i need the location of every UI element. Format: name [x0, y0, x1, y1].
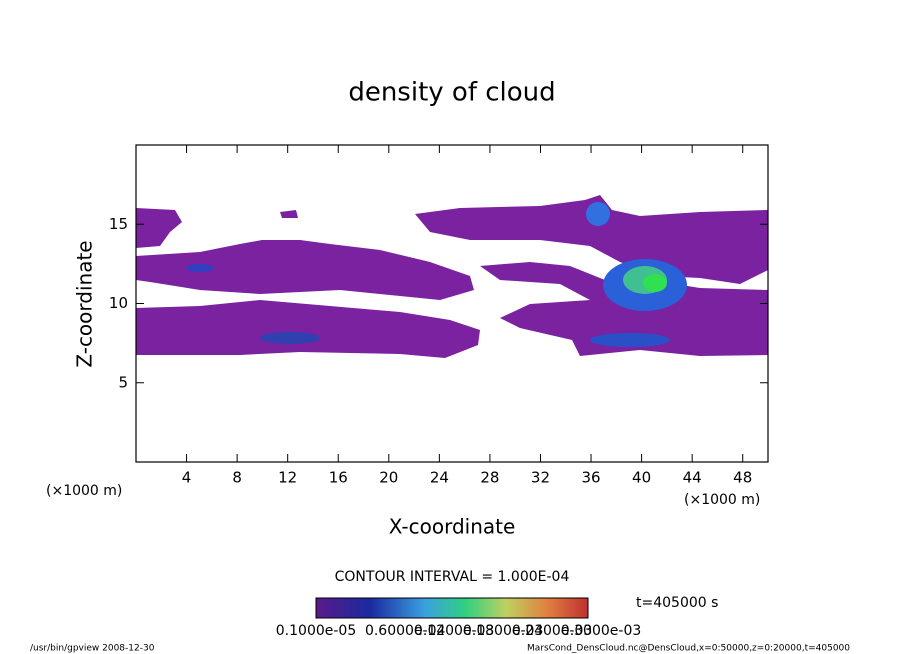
contour-interval: CONTOUR INTERVAL = 1.000E-04 [335, 569, 570, 585]
y-tick-label: 15 [109, 215, 128, 233]
colorbar-label: 0.1200e-03 [414, 623, 494, 639]
footer-left: /usr/bin/gpview 2008-12-30 [30, 644, 155, 654]
x-tick-label: 48 [733, 469, 752, 487]
colorbar-label: 0.1000e-05 [276, 623, 356, 639]
x-unit-label: (×1000 m) [684, 492, 760, 508]
y-tick-label: 5 [118, 373, 128, 391]
y-axis-label: Z-coordinate [73, 240, 97, 367]
colorbar-label: 0.2400e-03 [512, 623, 592, 639]
time-label: t=405000 s [636, 595, 718, 611]
x-unit-label: (×1000 m) [46, 483, 122, 499]
colorbar-label: 0.6000e-04 [365, 623, 446, 639]
x-tick-label: 40 [632, 469, 651, 487]
x-tick-label: 16 [329, 469, 348, 487]
x-tick-label: 12 [278, 469, 297, 487]
x-axis-label: X-coordinate [389, 515, 516, 539]
x-tick-label: 32 [531, 469, 550, 487]
y-tick-label: 10 [109, 294, 128, 312]
footer-right: MarsCond_DensCloud.nc@DensCloud,x=0:5000… [527, 644, 850, 654]
x-tick-label: 24 [430, 469, 449, 487]
x-tick-label: 28 [480, 469, 499, 487]
x-tick-label: 4 [182, 469, 192, 487]
chart-title: density of cloud [348, 78, 555, 108]
colorbar-label: 0.1800e-03 [463, 623, 543, 639]
x-tick-label: 20 [379, 469, 398, 487]
colorbar [315, 597, 589, 619]
x-tick-label: 8 [232, 469, 242, 487]
cloud-core [186, 202, 687, 347]
cloud-field [136, 195, 768, 358]
colorbar-label: 0.3000e-03 [561, 623, 641, 639]
x-tick-label: 44 [683, 469, 702, 487]
x-tick-label: 36 [581, 469, 600, 487]
